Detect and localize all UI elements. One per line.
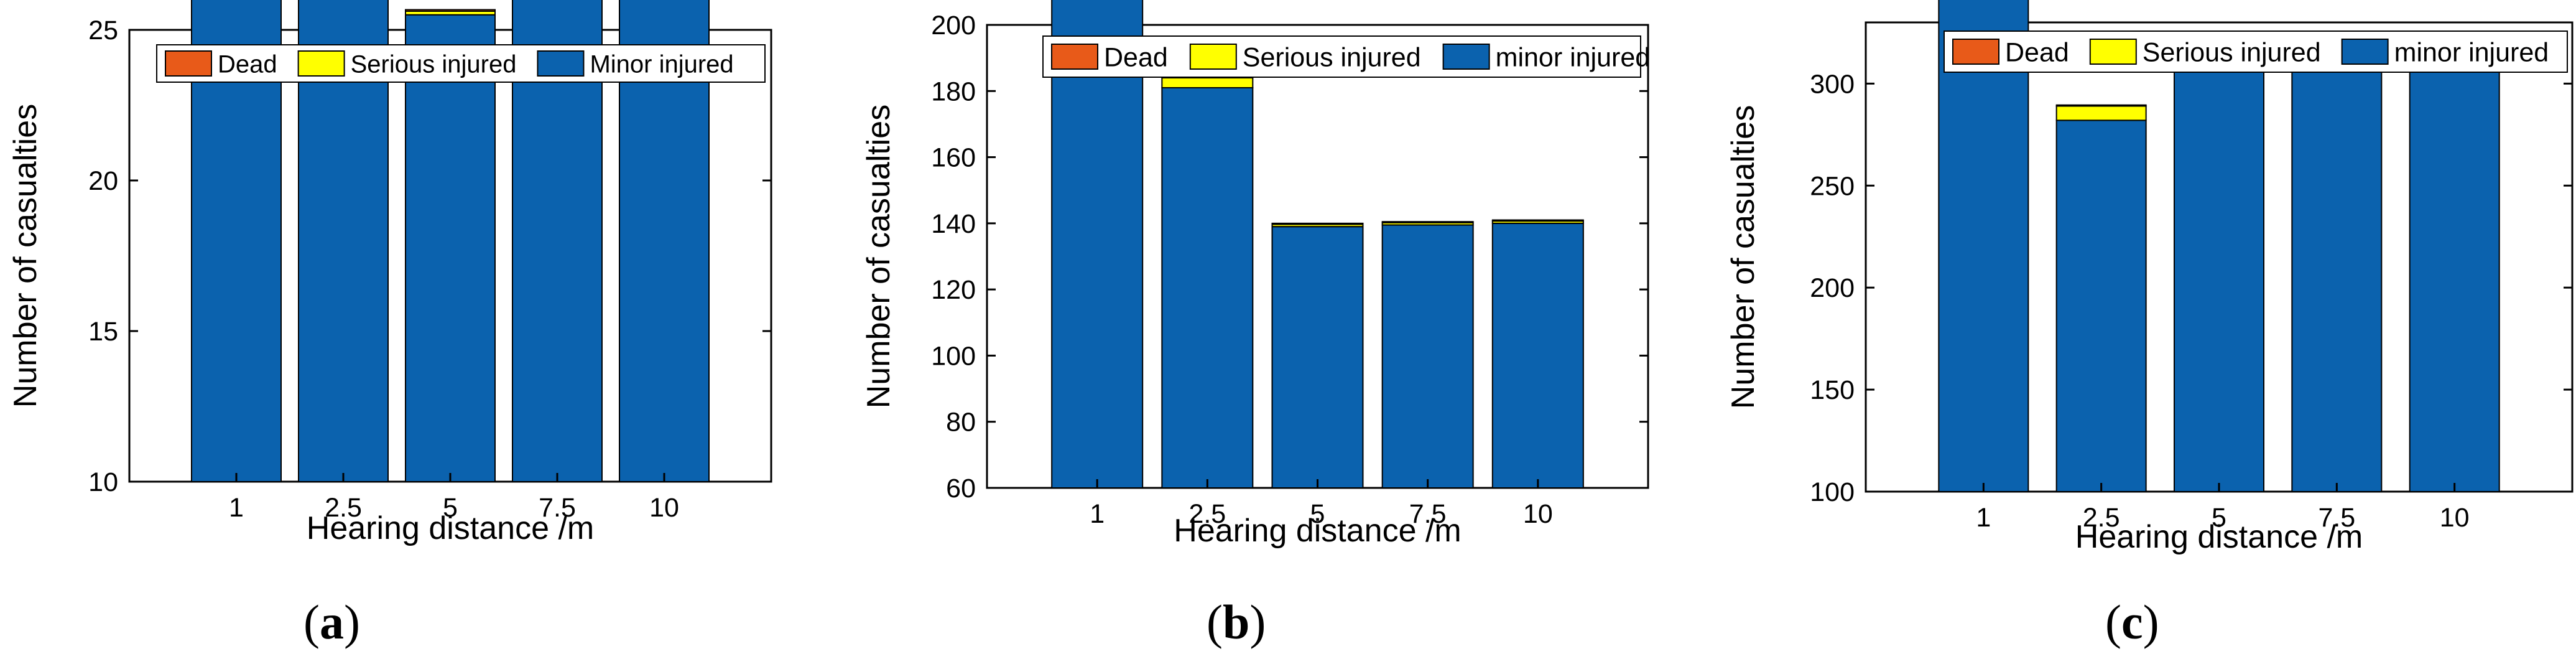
chart-a: 10 15 20 25 1 2.5 5 7.5 10 Hearing distance /m Num… <box>7 0 772 546</box>
y-tick-label: 200 <box>1810 273 1855 303</box>
x-tick-label: 10 <box>1523 499 1553 529</box>
bar-minor-injured-7-5 <box>1381 224 1474 489</box>
x-tick-label: 7.5 <box>2318 503 2355 533</box>
y-tick-label: 160 <box>931 143 976 173</box>
legend-swatch-dead <box>165 50 212 77</box>
x-tick-label: 1 <box>229 493 244 523</box>
x-tick-label: 7.5 <box>539 493 576 523</box>
legend-swatch-serious-injured <box>297 50 345 77</box>
y-tick-label: 120 <box>931 275 976 305</box>
legend-label-serious-injured: Serious injured <box>351 50 517 78</box>
y-tick-label: 200 <box>931 11 976 40</box>
panel-label-b: (b) <box>1207 595 1266 649</box>
legend-label-minor-injured: minor injured <box>2394 37 2549 67</box>
y-tick-label: 80 <box>946 408 976 437</box>
bar-serious-injured-2-5 <box>2055 105 2147 121</box>
legend-swatch-minor-injured <box>1442 44 1490 70</box>
bar-dead-5 <box>1271 222 1364 225</box>
chart-b: 60 80 100 120 140 160 180 200 1 2.5 5 7.5 10 Hearing … <box>861 0 1651 549</box>
legend-box <box>156 44 766 83</box>
x-axis-label: Hearing distance /m <box>307 510 594 546</box>
x-tick-label: 1 <box>1976 503 1991 533</box>
y-tick-label: 20 <box>88 166 118 196</box>
bar-minor-injured-7-5 <box>2291 67 2383 492</box>
y-tick-label: 25 <box>88 16 118 45</box>
bar-minor-injured-5 <box>1271 226 1364 489</box>
bar-minor-injured-1 <box>1051 0 1144 489</box>
chart-panel-a: 10 15 20 25 1 2.5 5 7.5 10 Hearing distance /m Num… <box>0 0 858 664</box>
bar-dead-10 <box>1491 219 1584 222</box>
y-tick-label: 15 <box>88 317 118 347</box>
x-axis-label: Hearing distance /m <box>2075 519 2363 555</box>
legend-label-serious-injured: Serious injured <box>1243 42 1421 72</box>
bar-serious-injured-2-5 <box>1161 77 1254 88</box>
bar-dead-2-5 <box>2055 104 2147 107</box>
x-axis-label: Hearing distance /m <box>1174 513 1461 549</box>
legend-label-serious-injured: Serious injured <box>2143 37 2321 67</box>
chart-panel-c: 100 150 200 250 300 1 2.5 5 7.5 10 Hearing distanc… <box>1717 0 2576 664</box>
bar-minor-injured-5 <box>405 14 496 483</box>
y-tick-label: 250 <box>1810 171 1855 201</box>
legend-label-dead: Dead <box>218 50 277 78</box>
x-tick-label: 2.5 <box>1188 499 1226 529</box>
legend-label-dead: Dead <box>1104 42 1168 72</box>
x-tick-label: 7.5 <box>1409 499 1447 529</box>
y-axis-label: Number of casualties <box>861 105 897 408</box>
x-tick-label: 1 <box>1090 499 1105 529</box>
y-tick-label: 150 <box>1810 375 1855 405</box>
legend-swatch-minor-injured <box>537 50 585 77</box>
legend-swatch-dead <box>1051 44 1098 70</box>
bar-minor-injured-5 <box>2174 70 2264 492</box>
bar-minor-injured-1 <box>1938 0 2029 492</box>
legend-box <box>1944 30 2568 73</box>
legend-swatch-dead <box>1952 39 1999 65</box>
x-tick-label: 5 <box>443 493 458 523</box>
legend-box <box>1042 35 1641 78</box>
legend-swatch-minor-injured <box>2341 39 2389 65</box>
legend-swatch-serious-injured <box>1189 44 1237 70</box>
bar-minor-injured-10 <box>1491 222 1584 489</box>
chart-c: 100 150 200 250 300 1 2.5 5 7.5 10 Hearing distanc… <box>1725 0 2574 555</box>
x-tick-label: 5 <box>1310 499 1325 529</box>
panel-label-a: (a) <box>303 595 360 649</box>
y-tick-label: 300 <box>1810 69 1855 99</box>
y-tick-label: 60 <box>946 474 976 503</box>
x-tick-label: 10 <box>2440 503 2470 533</box>
y-tick-label: 10 <box>88 467 118 497</box>
chart-panel-b: 60 80 100 120 140 160 180 200 1 2.5 5 7.5 10 Hearing … <box>858 0 1717 664</box>
bar-minor-injured-2-5 <box>1161 87 1254 489</box>
x-tick-label: 10 <box>649 493 679 523</box>
y-axis-label: Number of casualties <box>7 104 44 408</box>
bar-dead-7-5 <box>1381 221 1474 223</box>
y-axis-label: Number of casualties <box>1725 105 1761 409</box>
x-tick-label: 2.5 <box>325 493 362 523</box>
x-tick-label: 2.5 <box>2083 503 2120 533</box>
panel-label-c: (c) <box>2105 595 2159 649</box>
y-tick-label: 140 <box>931 209 976 239</box>
bar-dead-5 <box>405 9 496 12</box>
legend-label-minor-injured: Minor injured <box>590 50 733 78</box>
x-tick-label: 5 <box>2212 503 2226 533</box>
y-tick-label: 100 <box>931 341 976 371</box>
y-tick-label: 180 <box>931 77 976 106</box>
legend-swatch-serious-injured <box>2089 39 2137 65</box>
bar-minor-injured-10 <box>2409 56 2500 493</box>
legend-label-dead: Dead <box>2005 37 2069 67</box>
bar-minor-injured-2-5 <box>2055 119 2147 493</box>
legend-label-minor-injured: minor injured <box>1496 42 1651 72</box>
y-tick-label: 100 <box>1810 477 1855 507</box>
